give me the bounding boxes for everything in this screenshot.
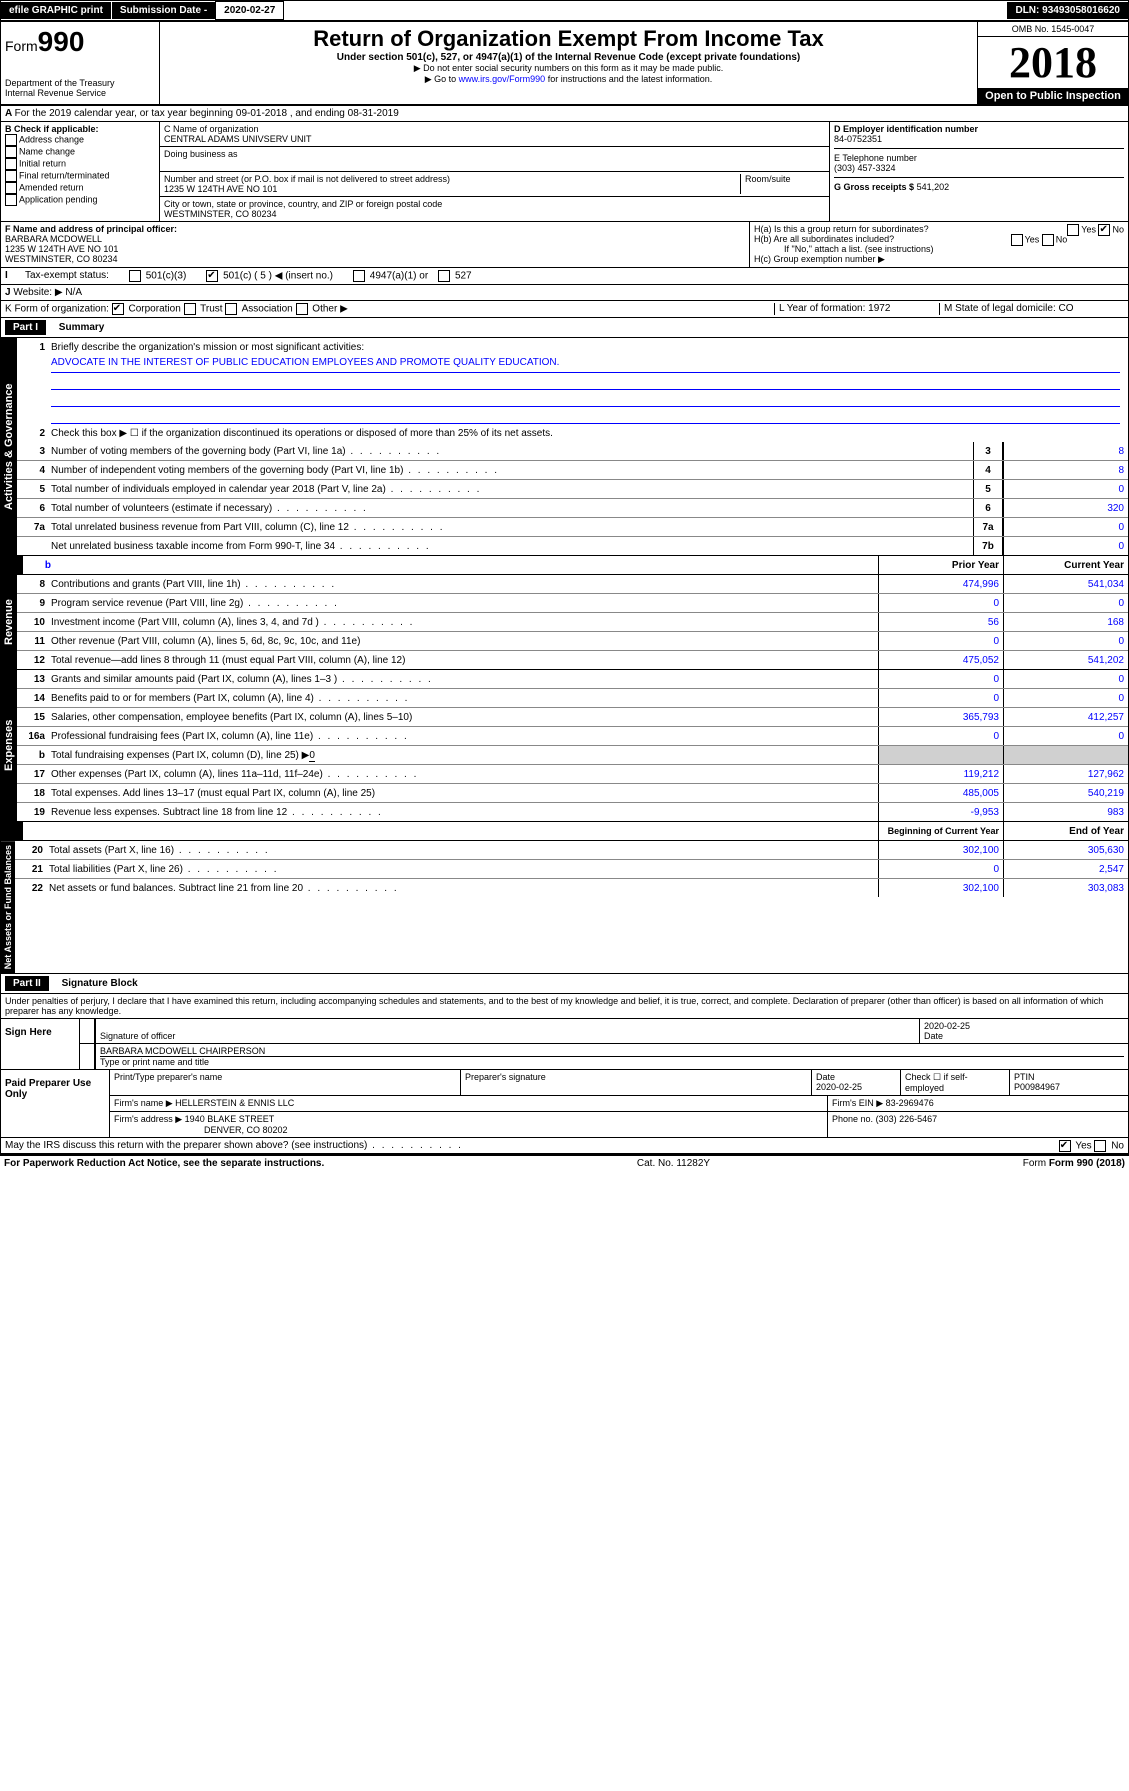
irs-link[interactable]: www.irs.gov/Form990 (459, 74, 546, 84)
header-info-section: B Check if applicable: Address change Na… (0, 122, 1129, 222)
revenue-block: Revenue 8Contributions and grants (Part … (0, 575, 1129, 670)
cb-discuss-no[interactable] (1094, 1140, 1106, 1152)
cb-address-change[interactable]: Address change (5, 134, 155, 146)
cb-application-pending[interactable]: Application pending (5, 194, 155, 206)
netassets-block: Net Assets or Fund Balances 20Total asse… (0, 841, 1129, 974)
tab-activities: Activities & Governance (1, 338, 17, 555)
cb-initial-return[interactable]: Initial return (5, 158, 155, 170)
cb-corporation[interactable] (112, 303, 124, 315)
cb-discuss-yes[interactable] (1059, 1140, 1071, 1152)
open-to-public: Open to Public Inspection (978, 88, 1128, 104)
officer-name: BARBARA MCDOWELL (5, 234, 745, 244)
gross-receipts: G Gross receipts $ 541,202 (834, 178, 1124, 192)
ein-value: 84-0752351 (834, 134, 1124, 144)
tab-revenue: Revenue (1, 575, 17, 669)
year-formation: 1972 (868, 303, 890, 314)
activities-governance-block: Activities & Governance 1Briefly describ… (0, 338, 1129, 556)
cb-amended-return[interactable]: Amended return (5, 182, 155, 194)
state-domicile: CO (1059, 303, 1074, 314)
dba-block: Doing business as (160, 147, 829, 172)
officer-addr2: WESTMINSTER, CO 80234 (5, 254, 745, 264)
cb-501c[interactable]: 501(c) ( 5 ) ◀ (insert no.) (206, 270, 333, 282)
firm-ein: 83-2969476 (886, 1098, 934, 1108)
room-suite: Room/suite (740, 174, 825, 194)
section-b-checkboxes: B Check if applicable: Address change Na… (1, 122, 160, 221)
dept-treasury: Department of the Treasury (5, 78, 155, 88)
form-number: Form990 (5, 26, 155, 58)
h-c: H(c) Group exemption number ▶ (754, 254, 1124, 265)
street-address: 1235 W 124TH AVE NO 101 (164, 184, 740, 194)
submission-date: 2020-02-27 (215, 1, 284, 20)
phone-value: (303) 457-3324 (834, 163, 1124, 173)
cb-final-return[interactable]: Final return/terminated (5, 170, 155, 182)
firm-name: HELLERSTEIN & ENNIS LLC (175, 1098, 294, 1108)
v3: 8 (1003, 442, 1128, 460)
v5: 0 (1003, 480, 1128, 498)
h-b-note: If "No," attach a list. (see instruction… (754, 244, 1124, 254)
officer-addr1: 1235 W 124TH AVE NO 101 (5, 244, 745, 254)
city-block: City or town, state or province, country… (160, 197, 829, 221)
subtitle-3: ▶ Go to www.irs.gov/Form990 for instruct… (164, 74, 973, 85)
firm-addr2: DENVER, CO 80202 (114, 1125, 823, 1135)
org-name-block: C Name of organization CENTRAL ADAMS UNI… (160, 122, 829, 147)
cb-trust[interactable] (184, 303, 196, 315)
line-a-tax-year: A For the 2019 calendar year, or tax yea… (0, 105, 1129, 122)
part2-header: Part II Signature Block (0, 974, 1129, 994)
v6: 320 (1003, 499, 1128, 517)
discuss-with-preparer: May the IRS discuss this return with the… (0, 1138, 1129, 1154)
cb-4947[interactable]: 4947(a)(1) or (353, 270, 428, 282)
tab-netassets: Net Assets or Fund Balances (1, 841, 15, 973)
org-name: CENTRAL ADAMS UNIVSERV UNIT (164, 134, 825, 144)
klm-row: K Form of organization: Corporation Trus… (0, 301, 1129, 318)
form-title: Return of Organization Exempt From Incom… (164, 26, 973, 52)
v7b: 0 (1003, 537, 1128, 555)
submission-label: Submission Date - (112, 2, 215, 19)
cb-527[interactable]: 527 (438, 270, 471, 282)
subtitle-2: ▶ Do not enter social security numbers o… (164, 63, 973, 74)
tax-year: 2018 (978, 37, 1128, 88)
ptin: P00984967 (1014, 1082, 1124, 1092)
ein-block: D Employer identification number 84-0752… (834, 124, 1124, 149)
dln: DLN: 93493058016620 (1007, 2, 1128, 19)
mission-text: ADVOCATE IN THE INTEREST OF PUBLIC EDUCA… (51, 356, 1120, 373)
phone-block: E Telephone number (303) 457-3324 (834, 149, 1124, 178)
city-state-zip: WESTMINSTER, CO 80234 (164, 209, 825, 219)
officer-print-name: BARBARA MCDOWELL CHAIRPERSON (100, 1046, 1124, 1057)
v7a: 0 (1003, 518, 1128, 536)
tax-exempt-status: I Tax-exempt status: 501(c)(3) 501(c) ( … (0, 268, 1129, 285)
expenses-block: Expenses 13Grants and similar amounts pa… (0, 670, 1129, 822)
tab-expenses: Expenses (1, 670, 17, 821)
netassets-columns-header: Beginning of Current Year End of Year (0, 822, 1129, 841)
cb-association[interactable] (225, 303, 237, 315)
irs-label: Internal Revenue Service (5, 88, 155, 98)
perjury-declaration: Under penalties of perjury, I declare th… (0, 994, 1129, 1019)
subtitle-1: Under section 501(c), 527, or 4947(a)(1)… (164, 52, 973, 63)
website-value: N/A (65, 287, 82, 298)
website-row: J Website: ▶ N/A (0, 285, 1129, 301)
footer: For Paperwork Reduction Act Notice, see … (0, 1154, 1129, 1171)
title-block: Form990 Department of the Treasury Inter… (0, 21, 1129, 105)
year-columns-header: b Prior Year Current Year (0, 556, 1129, 575)
sign-here-block: Sign Here Signature of officer 2020-02-2… (0, 1019, 1129, 1070)
cb-501c3[interactable]: 501(c)(3) (129, 270, 186, 282)
cb-other[interactable] (296, 303, 308, 315)
part1-header: Part I Summary (0, 318, 1129, 338)
h-a: H(a) Is this a group return for subordin… (754, 224, 1124, 234)
omb-number: OMB No. 1545-0047 (978, 22, 1128, 37)
firm-addr1: 1940 BLAKE STREET (185, 1114, 275, 1124)
cb-name-change[interactable]: Name change (5, 146, 155, 158)
officer-group-section: F Name and address of principal officer:… (0, 222, 1129, 268)
paid-preparer-block: Paid Preparer Use Only Print/Type prepar… (0, 1070, 1129, 1138)
prep-date: 2020-02-25 (816, 1082, 896, 1092)
sig-date: 2020-02-25 (924, 1021, 1124, 1031)
address-block: Number and street (or P.O. box if mail i… (160, 172, 829, 197)
v4: 8 (1003, 461, 1128, 479)
efile-label[interactable]: efile GRAPHIC print (1, 2, 112, 19)
efile-header: efile GRAPHIC print Submission Date - 20… (0, 0, 1129, 21)
firm-phone: (303) 226-5467 (876, 1114, 938, 1124)
